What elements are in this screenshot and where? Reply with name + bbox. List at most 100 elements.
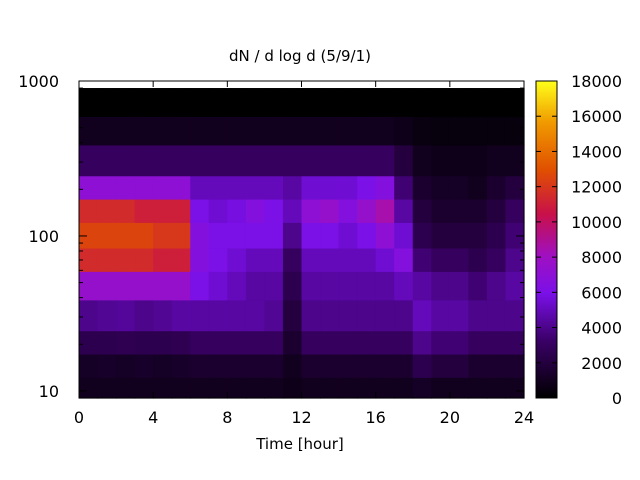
heatmap-cell bbox=[97, 198, 117, 223]
heatmap-cell bbox=[227, 299, 247, 332]
heatmap-cell bbox=[134, 198, 154, 223]
heatmap-cell bbox=[282, 271, 303, 301]
heatmap-cell bbox=[116, 377, 136, 399]
heatmap-cell bbox=[431, 116, 451, 146]
y-tick-label: 1000 bbox=[18, 72, 59, 91]
heatmap-cell bbox=[245, 116, 266, 146]
heatmap-cell bbox=[338, 175, 358, 200]
heatmap-cell bbox=[79, 222, 99, 249]
heatmap-cell bbox=[394, 144, 414, 177]
heatmap-cell bbox=[375, 144, 395, 177]
heatmap-cell bbox=[134, 247, 154, 272]
heatmap-cell bbox=[208, 175, 228, 200]
heatmap-cell bbox=[282, 330, 303, 355]
heatmap-cell bbox=[97, 247, 117, 272]
colorbar-tick-label: 8000 bbox=[581, 248, 622, 267]
heatmap-cell bbox=[468, 271, 488, 301]
heatmap-cell bbox=[320, 175, 340, 200]
heatmap-cell bbox=[227, 377, 247, 399]
heatmap-cell bbox=[468, 222, 488, 249]
heatmap-cell bbox=[79, 144, 99, 177]
heatmap-cell bbox=[264, 144, 284, 177]
x-tick-label: 24 bbox=[514, 408, 534, 427]
heatmap-cell bbox=[449, 377, 469, 399]
heatmap-cell bbox=[190, 247, 210, 272]
heatmap-cell bbox=[97, 175, 117, 200]
heatmap-cell bbox=[449, 116, 469, 146]
heatmap-cell bbox=[449, 222, 469, 249]
heatmap-cell bbox=[468, 299, 488, 332]
heatmap-cell bbox=[245, 271, 266, 301]
heatmap-cell bbox=[134, 116, 154, 146]
heatmap-cell bbox=[245, 353, 266, 378]
heatmap-cell bbox=[171, 271, 191, 301]
heatmap-cell bbox=[468, 377, 488, 399]
heatmap-cell bbox=[153, 353, 173, 378]
heatmap-cell bbox=[97, 144, 117, 177]
heatmap-cell bbox=[208, 247, 228, 272]
heatmap-cell bbox=[190, 353, 210, 378]
x-tick-label: 12 bbox=[291, 408, 311, 427]
heatmap-cell bbox=[505, 198, 525, 223]
heatmap-cell bbox=[486, 175, 507, 200]
heatmap-cell bbox=[394, 116, 414, 146]
heatmap-cell bbox=[505, 222, 525, 249]
heatmap-cell bbox=[320, 353, 340, 378]
heatmap-cell bbox=[282, 116, 303, 146]
colorbar-tick-label: 12000 bbox=[571, 178, 622, 197]
heatmap-cell bbox=[79, 116, 99, 146]
heatmap-cell bbox=[375, 299, 395, 332]
heatmap-cell bbox=[375, 247, 395, 272]
heatmap-cell bbox=[486, 222, 507, 249]
heatmap-cell bbox=[301, 377, 321, 399]
heatmap-cell bbox=[171, 353, 191, 378]
heatmap-cell bbox=[301, 271, 321, 301]
heatmap-cell bbox=[320, 116, 340, 146]
heatmap-cell bbox=[116, 271, 136, 301]
heatmap-cell bbox=[208, 116, 228, 146]
heatmap-cell bbox=[357, 198, 377, 223]
heatmap-cell bbox=[190, 299, 210, 332]
colorbar-tick-label: 6000 bbox=[581, 283, 622, 302]
colorbar-tick-label: 14000 bbox=[571, 142, 622, 161]
heatmap-cell bbox=[190, 116, 210, 146]
heatmap-cell bbox=[338, 144, 358, 177]
heatmap-cell bbox=[375, 198, 395, 223]
heatmap-cell bbox=[282, 198, 303, 223]
heatmap-cell bbox=[227, 222, 247, 249]
heatmap-cell bbox=[171, 175, 191, 200]
heatmap-cell bbox=[208, 353, 228, 378]
heatmap-cell bbox=[227, 175, 247, 200]
heatmap-cell bbox=[394, 222, 414, 249]
heatmap-cell bbox=[79, 198, 99, 223]
heatmap-cell bbox=[394, 353, 414, 378]
heatmap-cell bbox=[282, 299, 303, 332]
heatmap-cell bbox=[412, 353, 432, 378]
heatmap-cell bbox=[357, 175, 377, 200]
heatmap-cell bbox=[153, 271, 173, 301]
heatmap-cell bbox=[449, 198, 469, 223]
heatmap-cell bbox=[301, 175, 321, 200]
heatmap-cell bbox=[431, 299, 451, 332]
heatmap-cell bbox=[134, 377, 154, 399]
heatmap-cell bbox=[449, 175, 469, 200]
heatmap-cell bbox=[338, 377, 358, 399]
x-tick-label: 20 bbox=[440, 408, 460, 427]
colorbar-tick-label: 0 bbox=[612, 389, 622, 408]
heatmap-cell bbox=[431, 175, 451, 200]
heatmap-cell bbox=[375, 222, 395, 249]
heatmap-cell bbox=[394, 271, 414, 301]
heatmap-cell bbox=[171, 377, 191, 399]
heatmap-cell bbox=[190, 330, 210, 355]
heatmap-cell bbox=[153, 377, 173, 399]
heatmap-cell bbox=[301, 116, 321, 146]
heatmap-cell bbox=[264, 377, 284, 399]
heatmap-cell bbox=[357, 247, 377, 272]
heatmap-cell bbox=[97, 353, 117, 378]
heatmap-cell bbox=[375, 330, 395, 355]
heatmap-cell bbox=[208, 144, 228, 177]
heatmap-cell bbox=[171, 144, 191, 177]
heatmap-cell bbox=[264, 247, 284, 272]
heatmap-cell bbox=[282, 175, 303, 200]
